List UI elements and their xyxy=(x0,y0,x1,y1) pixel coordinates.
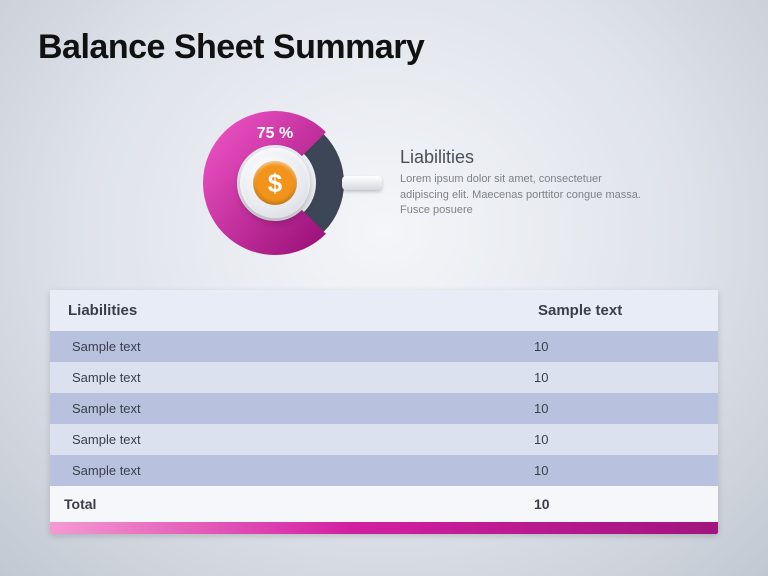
table-cell-label: Sample text xyxy=(50,362,520,393)
donut-center: $ xyxy=(240,148,310,218)
table-cell-value: 10 xyxy=(520,393,718,424)
table-footer: Total 10 xyxy=(50,486,718,522)
dollar-icon: $ xyxy=(253,161,297,205)
table-row: Sample text10 xyxy=(50,393,718,424)
table-accent-bar xyxy=(50,522,718,534)
table-footer-value: 10 xyxy=(520,486,718,522)
table-cell-value: 10 xyxy=(520,331,718,362)
table-cell-value: 10 xyxy=(520,455,718,486)
table-row: Sample text10 xyxy=(50,455,718,486)
table-body: Sample text10Sample text10Sample text10S… xyxy=(50,331,718,486)
table-cell-value: 10 xyxy=(520,362,718,393)
page-title: Balance Sheet Summary xyxy=(38,28,424,67)
table-cell-value: 10 xyxy=(520,424,718,455)
table-row: Sample text10 xyxy=(50,362,718,393)
table-cell-label: Sample text xyxy=(50,424,520,455)
table-header-col1: Liabilities xyxy=(50,290,520,331)
table-cell-label: Sample text xyxy=(50,331,520,362)
table-header-col2: Sample text xyxy=(520,290,718,331)
table-cell-label: Sample text xyxy=(50,393,520,424)
table-row: Sample text10 xyxy=(50,331,718,362)
donut-chart: 75 % $ xyxy=(200,108,350,258)
table-cell-label: Sample text xyxy=(50,455,520,486)
donut-block: 75 % $ Liabilities Lorem ipsum dolor sit… xyxy=(200,108,650,258)
donut-text: Liabilities Lorem ipsum dolor sit amet, … xyxy=(400,147,650,220)
coin-symbol: $ xyxy=(268,168,282,199)
table-row: Sample text10 xyxy=(50,424,718,455)
table-footer-label: Total xyxy=(50,486,520,522)
donut-percent-label: 75 % xyxy=(257,126,293,142)
donut-connector xyxy=(342,176,382,190)
liabilities-table: Liabilities Sample text Sample text10Sam… xyxy=(50,290,718,534)
donut-description: Lorem ipsum dolor sit amet, consectetuer… xyxy=(400,172,650,220)
donut-heading: Liabilities xyxy=(400,147,650,168)
table-header: Liabilities Sample text xyxy=(50,290,718,331)
